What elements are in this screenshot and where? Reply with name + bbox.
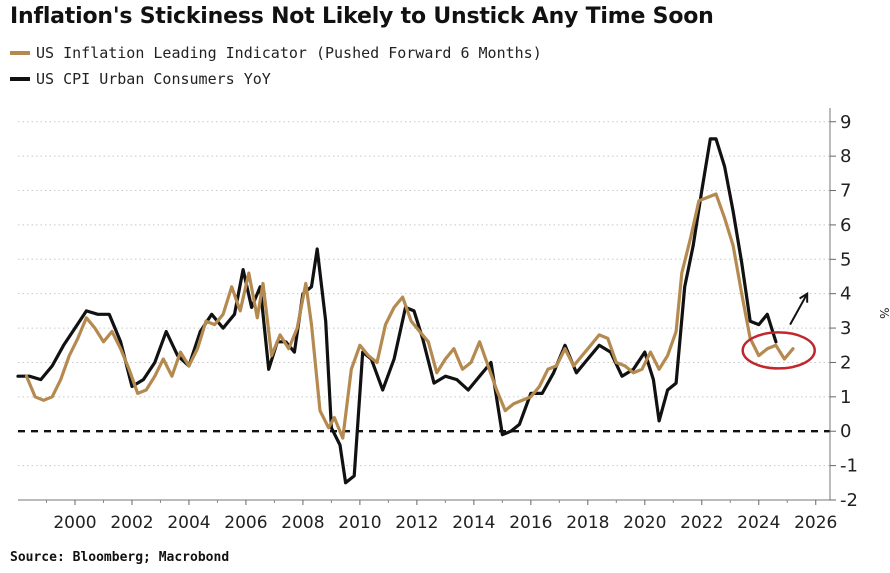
highlight-circle: [741, 331, 816, 370]
y-tick-label-6: 6: [840, 215, 851, 236]
series-line-cpi: [16, 137, 778, 485]
x-tick-label-2004: 2004: [167, 513, 210, 533]
legend-swatch-cpi: [10, 77, 30, 81]
trend-arrow-head: [799, 291, 809, 303]
plot-frame: [18, 108, 831, 501]
x-tick-label-2008: 2008: [281, 513, 324, 533]
x-tick-label-2002: 2002: [110, 513, 153, 533]
x-tick-label-2022: 2022: [680, 513, 723, 533]
x-tick-label-2026: 2026: [794, 513, 837, 533]
x-tick-label-2006: 2006: [224, 513, 267, 533]
y-tick-label-8: 8: [840, 146, 851, 167]
y-tick-label-1: 1: [840, 387, 851, 408]
x-axis: 2000 2002 2004 2006 2008 2010 2012 2014 2016 2018…: [45, 500, 837, 533]
y-tick-label--1: -1: [840, 456, 858, 477]
chart-legend: US Inflation Leading Indicator (Pushed F…: [10, 40, 542, 92]
y-tick-label--2: -2: [840, 490, 858, 511]
y-tick-label-2: 2: [840, 352, 851, 373]
source-note: Source: Bloomberg; Macrobond: [10, 550, 230, 565]
x-tick-label-2018: 2018: [566, 513, 609, 533]
trend-arrow-shaft: [789, 293, 809, 326]
legend-item-cpi: US CPI Urban Consumers YoY: [10, 66, 542, 92]
x-tick-label-2000: 2000: [53, 513, 96, 533]
y-axis: 9 8 7 6 5 4 3 2 1 0 -1 -2%: [830, 112, 890, 511]
series-line-leading-indicator: [24, 192, 795, 440]
y-unit-label: %: [877, 307, 890, 318]
legend-swatch-leading: [10, 51, 30, 55]
x-tick-label-2016: 2016: [509, 513, 552, 533]
y-tick-label-0: 0: [840, 421, 851, 442]
annotations: [741, 291, 816, 370]
x-tick-label-2014: 2014: [452, 513, 495, 533]
x-tick-label-2010: 2010: [338, 513, 381, 533]
gridlines: [18, 121, 830, 501]
y-tick-label-4: 4: [840, 284, 851, 305]
chart-title: Inflation's Stickiness Not Likely to Uns…: [10, 4, 714, 29]
x-tick-label-2012: 2012: [395, 513, 438, 533]
y-tick-label-5: 5: [840, 249, 851, 270]
legend-item-leading: US Inflation Leading Indicator (Pushed F…: [10, 40, 542, 66]
legend-label-cpi: US CPI Urban Consumers YoY: [36, 70, 271, 88]
legend-label-leading: US Inflation Leading Indicator (Pushed F…: [36, 44, 542, 62]
x-tick-label-2024: 2024: [737, 513, 780, 533]
series-lines: [16, 137, 795, 485]
y-tick-label-7: 7: [840, 181, 851, 202]
y-tick-label-9: 9: [840, 112, 851, 133]
y-tick-label-3: 3: [840, 318, 851, 339]
x-tick-label-2020: 2020: [623, 513, 666, 533]
